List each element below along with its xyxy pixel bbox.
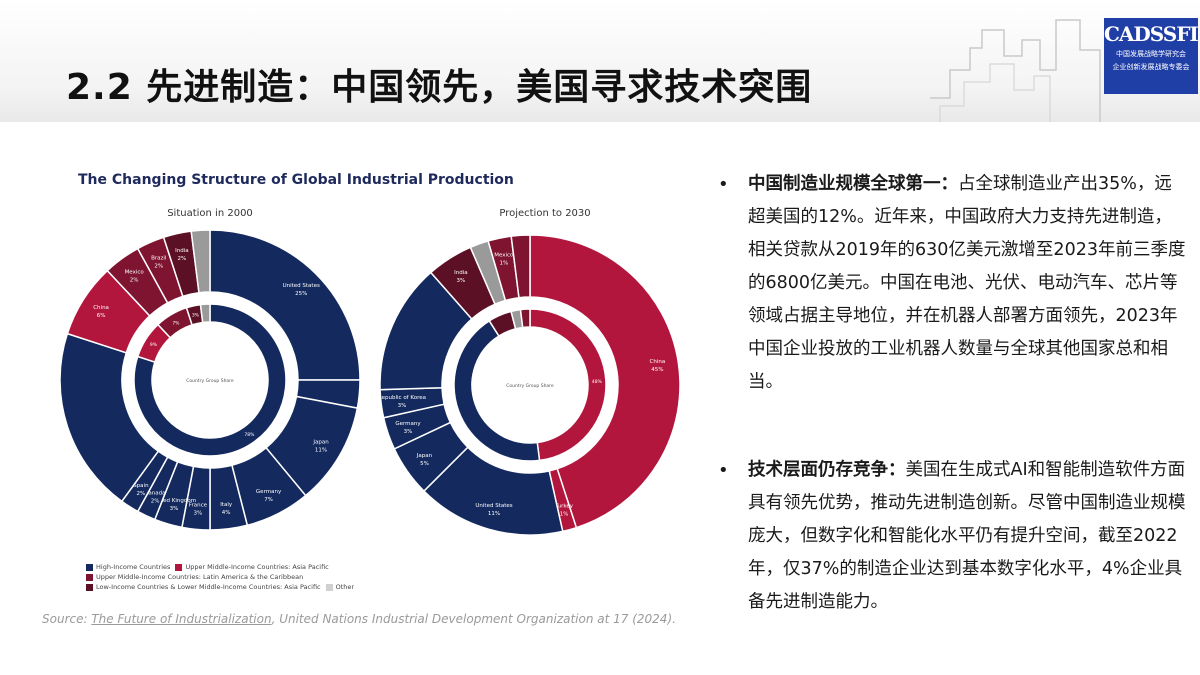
bullet-body: 占全球制造业产出35%，远超美国的12%。近年来，中国政府大力支持先进制造，相关…: [748, 174, 1186, 392]
slice-value-label: 2%: [151, 499, 160, 505]
bullet-heading: 技术层面仍存竞争：: [748, 460, 906, 480]
legend-item: High-Income Countries: [86, 562, 170, 572]
slice-label: United Kingdom: [152, 498, 196, 504]
inner-slice-label: 48%: [592, 379, 603, 385]
inner-slice: [199, 303, 211, 324]
slice-value-label: 1%: [560, 511, 569, 517]
bullet-item: • 技术层面仍存竞争：美国在生成式AI和智能制造软件方面具有领先优势，推动先进制…: [718, 454, 1188, 619]
slice-label: India: [454, 270, 468, 276]
slice-value-label: 2%: [130, 278, 139, 284]
logo-subtitle-2: 企业创新发展战略专委会: [1112, 63, 1190, 71]
slice-label: Japan: [312, 440, 329, 446]
inner-slice: [519, 308, 531, 329]
slice-label: Canada: [145, 491, 166, 497]
header-band: [0, 0, 1200, 122]
chart-subtitle-2000: Situation in 2000: [167, 208, 253, 219]
legend-item: Other: [325, 582, 354, 592]
source-prefix: Source:: [42, 612, 92, 626]
logo: CADSSFIC 中国发展战略学研究会 企业创新发展战略专委会: [1104, 18, 1198, 94]
slice-label: Mexico: [125, 270, 145, 276]
slice-value-label: 6%: [97, 313, 106, 319]
slice-label: Republic of Korea: [378, 395, 426, 401]
page-title: 2.2 先进制造：中国领先，美国寻求技术突围: [66, 67, 813, 108]
bullet-dot-icon: •: [718, 174, 729, 195]
inner-slice: [133, 303, 287, 457]
slice-label: Mexico: [494, 253, 514, 259]
slice-label: Italy: [220, 502, 233, 508]
slice-label: France: [189, 502, 208, 508]
logo-text: CADSSFIC: [1104, 22, 1198, 46]
donut-charts: United States 25% Japan 11% Germany 7% Italy 4%…: [60, 229, 681, 536]
slice-value-label: 2%: [154, 264, 163, 270]
chart-card: The Changing Structure of Global Industr…: [60, 160, 724, 600]
slice-value-label: 3%: [457, 278, 466, 284]
slice-value-label: 2%: [177, 256, 186, 262]
inner-slice-label: 78%: [244, 432, 255, 438]
slice-label: Japan: [416, 453, 433, 459]
source-rest: , United Nations Industrial Development …: [271, 612, 676, 626]
slice-value-label: 4%: [222, 510, 231, 516]
source-note: Source: The Future of Industrialization,…: [42, 612, 676, 626]
chart-subtitle-2030: Projection to 2030: [499, 208, 591, 219]
outer-slice: [510, 234, 531, 299]
inner-slice-label: 7%: [172, 320, 180, 326]
logo-subtitle-1: 中国发展战略学研究会: [1116, 50, 1186, 58]
slice-label: Spain: [133, 483, 149, 489]
bullet-heading: 中国制造业规模全球第一：: [748, 174, 958, 194]
legend-item: Upper Middle-Income Countries: Asia Paci…: [175, 562, 329, 572]
slice-label: Germany: [256, 489, 282, 495]
slice-value-label: 3%: [170, 506, 179, 512]
bullet-body: 美国在生成式AI和智能制造软件方面具有领先优势，推动先进制造创新。尽管中国制造业…: [748, 460, 1186, 612]
bullet-item: • 中国制造业规模全球第一：占全球制造业产出35%，远超美国的12%。近年来，中…: [718, 168, 1188, 399]
slice-label: China: [93, 305, 109, 311]
chart-title: The Changing Structure of Global Industr…: [78, 172, 514, 188]
slice-value-label: 1%: [499, 261, 508, 267]
outer-slice: [209, 229, 361, 381]
slice-value-label: 11%: [488, 511, 500, 517]
slice-value-label: 45%: [651, 367, 663, 373]
bullet-dot-icon: •: [718, 460, 729, 481]
slice-label: India: [175, 248, 189, 254]
slice-value-label: 11%: [315, 448, 327, 454]
slice-value-label: 3%: [404, 429, 413, 435]
donut-hole: [473, 328, 587, 442]
slice-value-label: 3%: [398, 403, 407, 409]
outer-slice: [190, 229, 211, 294]
slice-value-label: 3%: [193, 510, 202, 516]
center-label: Country Group Share: [506, 383, 554, 389]
center-label: Country Group Share: [186, 378, 234, 384]
outer-slice: [529, 234, 681, 529]
slice-value-label: 7%: [264, 497, 273, 503]
slice-label: Germany: [395, 421, 421, 427]
donut-hole: [153, 323, 267, 437]
slice-value-label: 2%: [137, 491, 146, 497]
inner-slice-label: 9%: [150, 342, 158, 348]
source-link[interactable]: The Future of Industrialization: [91, 612, 272, 626]
slice-label: China: [650, 359, 666, 365]
inner-slice-label: 3%: [192, 313, 200, 319]
legend-item: Low-Income Countries & Lower Middle-Inco…: [86, 582, 321, 592]
slice-label: Brazil: [151, 256, 167, 262]
slice-value-label: 25%: [295, 291, 307, 297]
legend-item: Upper Middle-Income Countries: Latin Ame…: [86, 572, 303, 582]
chart-legend: High-Income Countries Upper Middle-Incom…: [86, 562, 354, 592]
slice-value-label: 5%: [420, 461, 429, 467]
slice-label: United States: [283, 283, 320, 289]
slice-label: United States: [475, 503, 512, 509]
skyline-decoration: [930, 19, 1101, 122]
slice-label: Turkey: [554, 503, 574, 509]
